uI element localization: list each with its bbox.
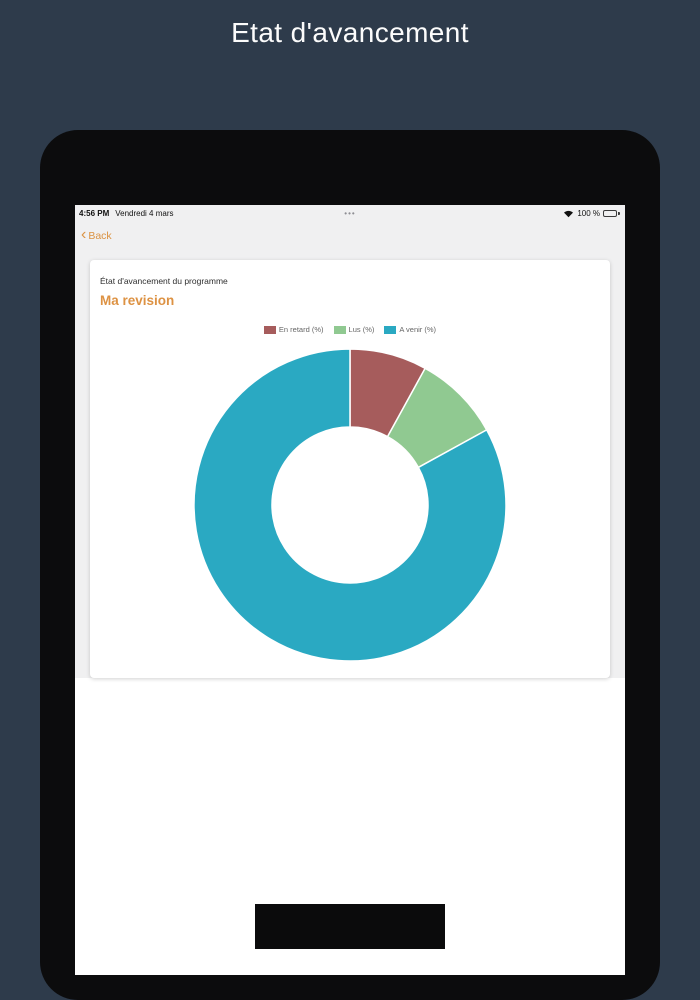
- home-indicator-area[interactable]: [255, 904, 445, 949]
- legend-swatch-en-retard: [263, 325, 276, 334]
- navigation-bar: ‹ Back: [75, 221, 625, 251]
- legend-label: En retard (%): [278, 325, 324, 334]
- back-label: Back: [88, 230, 112, 242]
- progress-card: État d'avancement du programme Ma revisi…: [90, 260, 610, 678]
- legend-item[interactable]: En retard (%): [263, 325, 324, 334]
- donut-slice[interactable]: [193, 348, 507, 662]
- legend-label: A venir (%): [399, 325, 437, 334]
- donut-chart-wrap: [90, 347, 610, 663]
- status-time: 4:56 PM: [79, 208, 110, 218]
- tablet-frame: 4:56 PM Vendredi 4 mars ••• 100 % ‹ Back: [40, 130, 660, 1000]
- legend-swatch-a-venir: [384, 325, 397, 334]
- chart-legend: En retard (%) Lus (%) A venir (%): [90, 325, 610, 334]
- legend-label: Lus (%): [348, 325, 375, 334]
- card-subtitle: État d'avancement du programme: [100, 276, 228, 286]
- device-screen: 4:56 PM Vendredi 4 mars ••• 100 % ‹ Back: [75, 205, 625, 975]
- page-title: Etat d'avancement: [231, 17, 469, 48]
- status-right: 100 %: [563, 209, 620, 218]
- card-title: Ma revision: [100, 293, 175, 308]
- legend-item[interactable]: Lus (%): [333, 325, 375, 334]
- legend-swatch-lus: [333, 325, 346, 334]
- back-button[interactable]: ‹ Back: [81, 226, 112, 243]
- battery-icon: [603, 209, 620, 217]
- status-dots: •••: [344, 208, 356, 218]
- battery-percent: 100 %: [577, 208, 600, 218]
- status-left: 4:56 PM Vendredi 4 mars: [79, 209, 174, 218]
- status-bar: 4:56 PM Vendredi 4 mars ••• 100 %: [75, 205, 625, 221]
- back-chevron-icon: ‹: [81, 226, 87, 243]
- donut-chart[interactable]: [192, 347, 508, 663]
- status-date: Vendredi 4 mars: [115, 208, 174, 218]
- legend-item[interactable]: A venir (%): [384, 325, 436, 334]
- wifi-icon: [564, 210, 574, 217]
